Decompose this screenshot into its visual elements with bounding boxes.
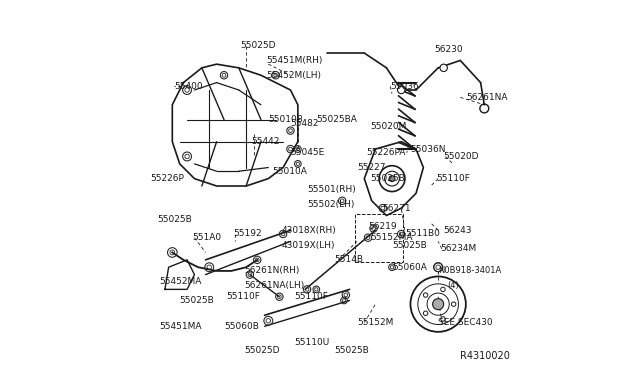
Text: 56271: 56271 (383, 203, 412, 213)
Text: 56243: 56243 (444, 226, 472, 235)
Text: 56219: 56219 (368, 222, 397, 231)
Circle shape (424, 311, 428, 315)
Text: 56261NA(LH): 56261NA(LH) (244, 281, 305, 290)
Text: 5511B0: 5511B0 (405, 230, 440, 238)
Text: 55226P: 55226P (150, 174, 184, 183)
Text: 55502(LH): 55502(LH) (307, 200, 355, 209)
Text: 55400: 55400 (174, 82, 203, 91)
Text: 55152MA: 55152MA (370, 233, 412, 242)
Text: 55025B: 55025B (335, 346, 369, 355)
Circle shape (433, 299, 444, 310)
Text: 55045E: 55045E (291, 148, 324, 157)
Circle shape (397, 86, 405, 94)
Text: 55482: 55482 (291, 119, 319, 128)
Text: 43019X(LH): 43019X(LH) (281, 241, 335, 250)
Text: 55060B: 55060B (224, 322, 259, 331)
Circle shape (389, 176, 395, 182)
Text: 55025D: 55025D (241, 41, 276, 50)
Circle shape (451, 302, 456, 307)
Text: 55110F: 55110F (226, 292, 260, 301)
Text: 56261N(RH): 56261N(RH) (244, 266, 300, 275)
Text: 55025D: 55025D (244, 346, 280, 355)
Text: 55010A: 55010A (272, 167, 307, 176)
Text: (4): (4) (447, 281, 459, 290)
Text: N0B918-3401A: N0B918-3401A (438, 266, 501, 275)
Text: 55452M(LH): 55452M(LH) (266, 71, 321, 80)
Text: 55442: 55442 (252, 137, 280, 146)
Text: 55110U: 55110U (294, 339, 330, 347)
Circle shape (441, 287, 445, 292)
Text: 5514B: 5514B (335, 255, 364, 264)
Text: 55025B: 55025B (180, 296, 214, 305)
Text: 55451M(RH): 55451M(RH) (266, 56, 323, 65)
Text: 55010B: 55010B (268, 115, 303, 124)
Text: 55452MA: 55452MA (159, 278, 202, 286)
Text: 55025B: 55025B (157, 215, 192, 224)
Text: R4310020: R4310020 (460, 351, 510, 361)
Text: 55451MA: 55451MA (159, 322, 202, 331)
Text: 55025B: 55025B (392, 241, 427, 250)
Text: 55025B: 55025B (370, 174, 404, 183)
Text: 55025BA: 55025BA (316, 115, 357, 124)
Circle shape (434, 263, 443, 272)
Text: 55192: 55192 (233, 230, 262, 238)
Text: 55020D: 55020D (444, 152, 479, 161)
Text: 55036N: 55036N (410, 145, 446, 154)
Text: 56230: 56230 (435, 45, 463, 54)
Text: 55110F: 55110F (294, 292, 328, 301)
Text: 43018X(RH): 43018X(RH) (281, 226, 336, 235)
Text: 56261NA: 56261NA (466, 93, 508, 102)
Text: 56234M: 56234M (440, 244, 476, 253)
Text: SEE SEC430: SEE SEC430 (438, 318, 493, 327)
Circle shape (424, 293, 428, 297)
Circle shape (441, 317, 445, 321)
Text: 55036: 55036 (390, 82, 419, 91)
Text: 55110F: 55110F (436, 174, 470, 183)
Circle shape (440, 64, 447, 71)
Text: 551A0: 551A0 (193, 233, 221, 242)
Text: 55226PA: 55226PA (366, 148, 406, 157)
Text: 55020M: 55020M (370, 122, 406, 131)
Text: 55152M: 55152M (357, 318, 394, 327)
Text: 55227: 55227 (357, 163, 385, 172)
Text: 55060A: 55060A (392, 263, 427, 272)
Text: 55501(RH): 55501(RH) (307, 185, 356, 194)
